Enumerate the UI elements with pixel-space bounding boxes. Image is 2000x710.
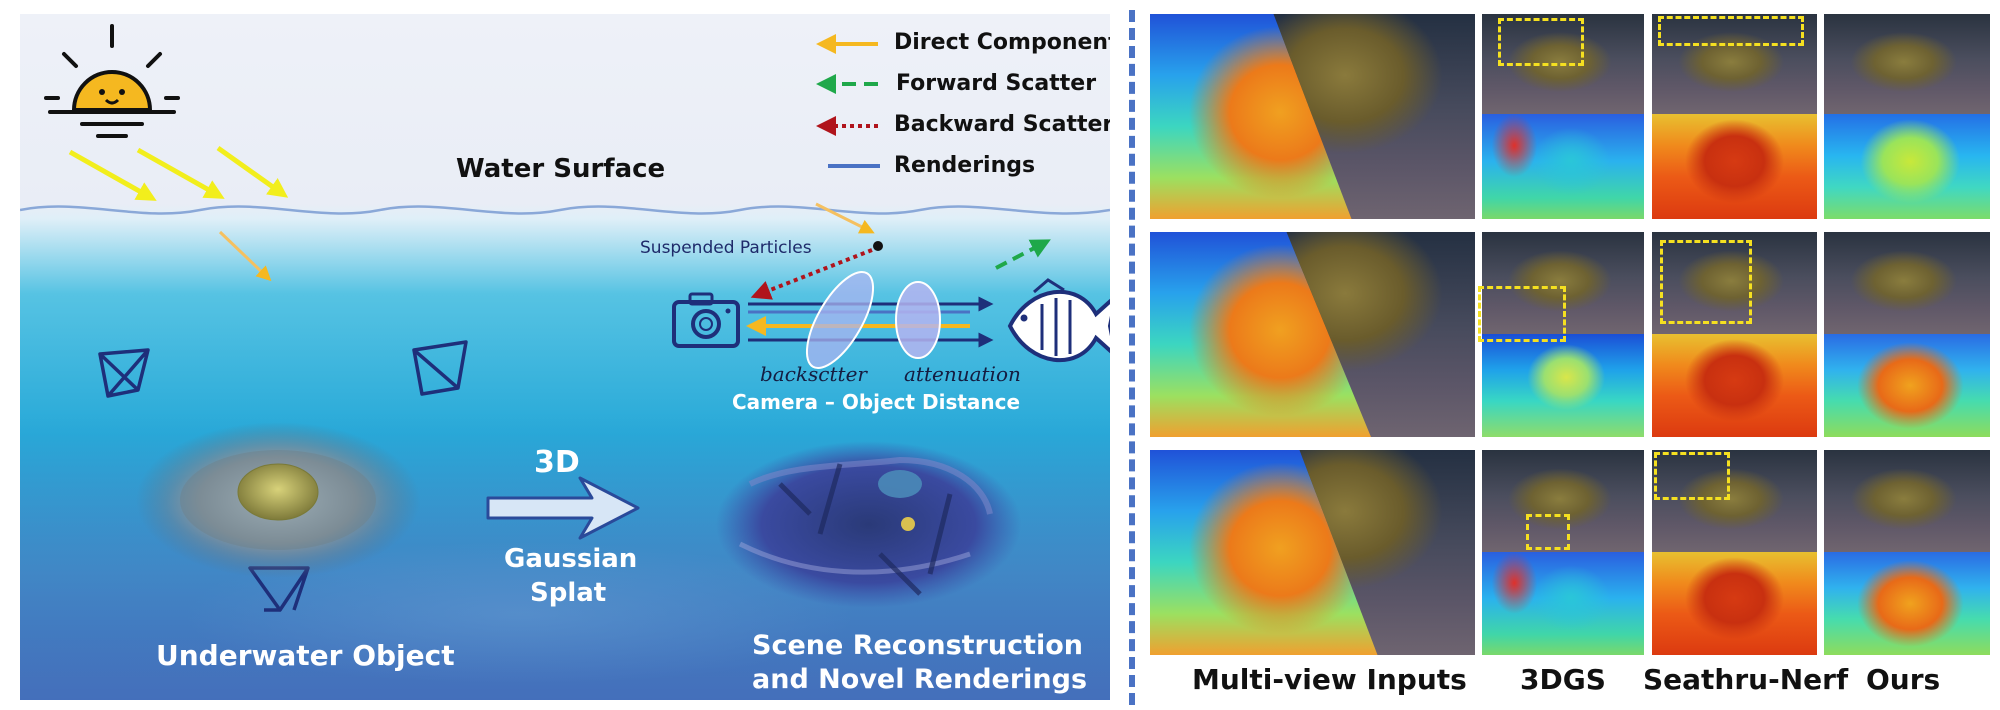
camera-object-distance-label: Camera – Object Distance [732, 390, 1021, 414]
scene-reconstruction-label: Scene Reconstruction [752, 630, 1084, 661]
highlight-box [1654, 452, 1730, 500]
scene-reconstruction [715, 441, 1022, 608]
legend-renderings: Renderings [894, 153, 1036, 178]
water-surface-line [20, 205, 1110, 215]
highlight-box [1658, 16, 1804, 46]
legend-direct-component: Direct Component [894, 30, 1110, 55]
legend-arrows [816, 34, 880, 168]
arrow-3d-label: 3D [534, 445, 580, 480]
3dgs-depth-row3 [1482, 552, 1644, 655]
underwater-object-label: Underwater Object [156, 639, 455, 672]
column-label-seathru-nerf: Seathru-Nerf [1643, 663, 1849, 696]
seathru-rgb-row3 [1652, 450, 1817, 552]
highlight-box [1660, 240, 1752, 324]
column-label-3dgs: 3DGS [1520, 663, 1606, 696]
ours-depth-row3 [1824, 552, 1990, 655]
underwater-diagram-panel: Direct Component Forward Scatter Backwar… [20, 14, 1110, 700]
seathru-depth-row2 [1652, 334, 1817, 437]
seathru-rgb-row2 [1652, 232, 1817, 334]
seathru-rgb-row1 [1652, 14, 1817, 114]
multiview-input-row3 [1150, 450, 1475, 655]
suspended-particle [873, 241, 883, 251]
ours-depth-row1 [1824, 114, 1990, 219]
camera-icon [672, 292, 740, 348]
camera-object-rays [746, 270, 994, 370]
highlight-box [1478, 286, 1566, 342]
3dgs-depth-row2 [1482, 334, 1644, 437]
highlight-box [1526, 514, 1570, 550]
ours-rgb-row1 [1824, 14, 1990, 114]
ours-depth-row2 [1824, 334, 1990, 437]
ours-rgb-row2 [1824, 232, 1990, 334]
3dgs-depth-row1 [1482, 114, 1644, 219]
diagram-graphics [20, 24, 1110, 612]
multiview-input-row2 [1150, 232, 1475, 437]
forward-scatter-arrow [995, 239, 1051, 270]
highlight-box [1498, 18, 1584, 66]
ours-rgb-row3 [1824, 450, 1990, 552]
seathru-depth-row1 [1652, 114, 1817, 219]
gaussian-splat-arrow [486, 476, 640, 540]
panel-divider [1129, 10, 1135, 705]
multiview-input-row1 [1150, 14, 1475, 219]
sun-icon [44, 24, 180, 138]
seathru-depth-row3 [1652, 552, 1817, 655]
column-label-ours: Ours [1866, 663, 1941, 696]
underwater-object-coral [136, 422, 420, 578]
backscatter-ellipse [805, 270, 875, 370]
splat-label: Splat [530, 578, 607, 608]
column-label-multiview-inputs: Multi-view Inputs [1192, 663, 1467, 696]
backscatter-label: backsctter [760, 362, 867, 386]
attenuation-ellipse [895, 281, 941, 359]
novel-renderings-label: and Novel Renderings [752, 664, 1088, 695]
suspended-particles-label: Suspended Particles [640, 238, 812, 258]
water-surface-label: Water Surface [456, 154, 666, 184]
legend-forward-scatter: Forward Scatter [896, 71, 1097, 96]
sunlight-rays [68, 145, 289, 282]
legend-backward-scatter: Backward Scatter [894, 112, 1110, 137]
fish-icon [1007, 278, 1110, 363]
attenuation-label: attenuation [904, 362, 1021, 386]
gaussian-label: Gaussian [504, 544, 638, 574]
3dgs-rgb-row3 [1482, 450, 1644, 552]
